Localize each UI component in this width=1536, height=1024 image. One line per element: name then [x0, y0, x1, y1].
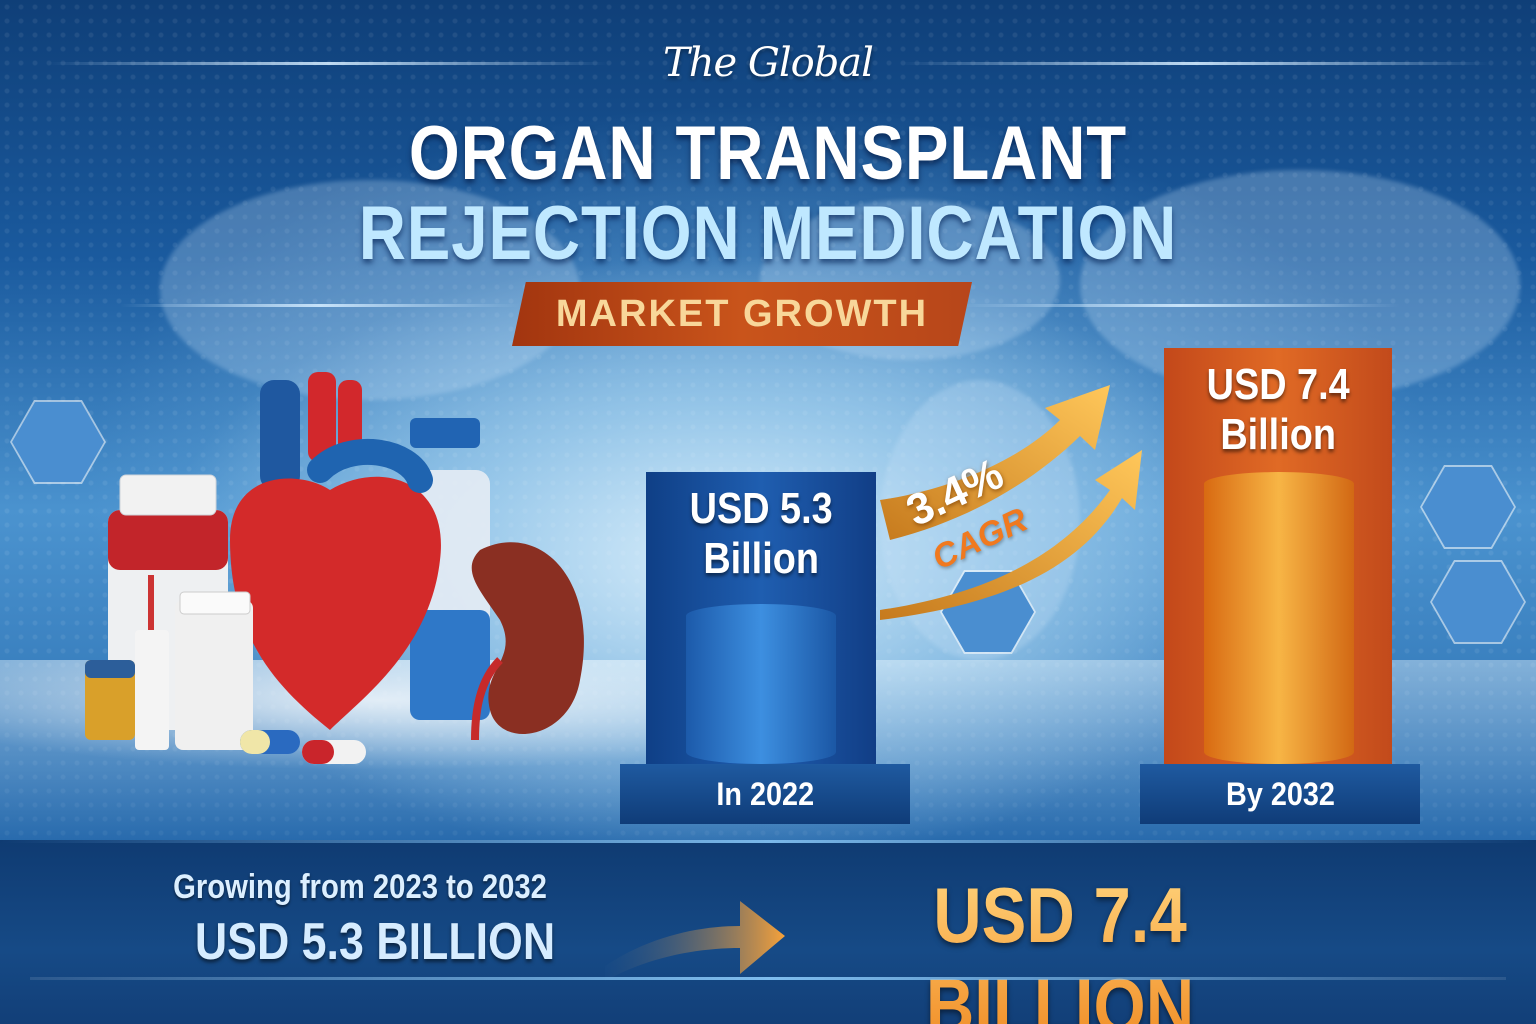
market-growth-ribbon: MARKET GROWTH: [512, 282, 972, 346]
small-bottle-icon: [175, 591, 253, 750]
bar-2032-value: USD 7.4 Billion: [1206, 360, 1349, 460]
title-line-2: REJECTION MEDICATION: [358, 191, 1178, 276]
ribbon-label: MARKET GROWTH: [555, 292, 929, 335]
bar-2032-value-line2: Billion: [1220, 410, 1336, 459]
header-divider-left: [48, 62, 608, 65]
world-map-north-america: [160, 180, 580, 400]
ribbon-divider-left: [120, 304, 520, 307]
cagr-arrows-icon: [880, 385, 1142, 620]
organs-medication-illustration: [85, 372, 584, 764]
footer-summary: Growing from 2023 to 2032 USD 5.3 BILLIO…: [0, 840, 1536, 1024]
subtitle: The Global: [663, 40, 874, 86]
from-value: USD 5.3 BILLION: [194, 913, 556, 971]
hexagon-decoration: [10, 400, 106, 484]
hexagon-decoration: [1430, 560, 1526, 644]
growth-arrow-icon: [605, 901, 785, 981]
bar-2032-value-line1: USD 7.4: [1206, 360, 1350, 409]
bar-2032: USD 7.4 Billion: [1164, 348, 1392, 764]
year-label-2022: In 2022: [716, 775, 814, 812]
growing-period-text: Growing from 2023 to 2032: [173, 868, 547, 906]
year-label-2032: By 2032: [1225, 775, 1335, 812]
ribbon-divider-right: [960, 304, 1400, 307]
year-label-2032-band: By 2032: [1140, 764, 1420, 824]
header-divider-right: [900, 62, 1490, 65]
year-label-2022-band: In 2022: [620, 764, 910, 824]
bar-2022-value: USD 5.3 Billion: [689, 484, 832, 584]
dropper-bottle-icon: [135, 575, 169, 750]
hexagon-decoration: [1420, 465, 1516, 549]
capsule-icon: [240, 730, 366, 764]
bar-2032-cylinder: [1204, 472, 1354, 764]
to-value: USD 7.4 BILLION: [819, 870, 1301, 1024]
title-line-1: ORGAN TRANSPLANT: [408, 111, 1128, 196]
bar-2022-value-line2: Billion: [703, 534, 819, 583]
footer-bottom-line: [30, 977, 1506, 980]
bar-2022: USD 5.3 Billion: [646, 472, 876, 764]
jar-icon: [85, 660, 135, 740]
bar-2022-cylinder: [686, 604, 836, 764]
footer-top-line: [0, 840, 1536, 843]
bar-2022-value-line1: USD 5.3: [689, 484, 833, 533]
heart-icon: [230, 372, 441, 730]
kidney-icon: [471, 542, 584, 741]
